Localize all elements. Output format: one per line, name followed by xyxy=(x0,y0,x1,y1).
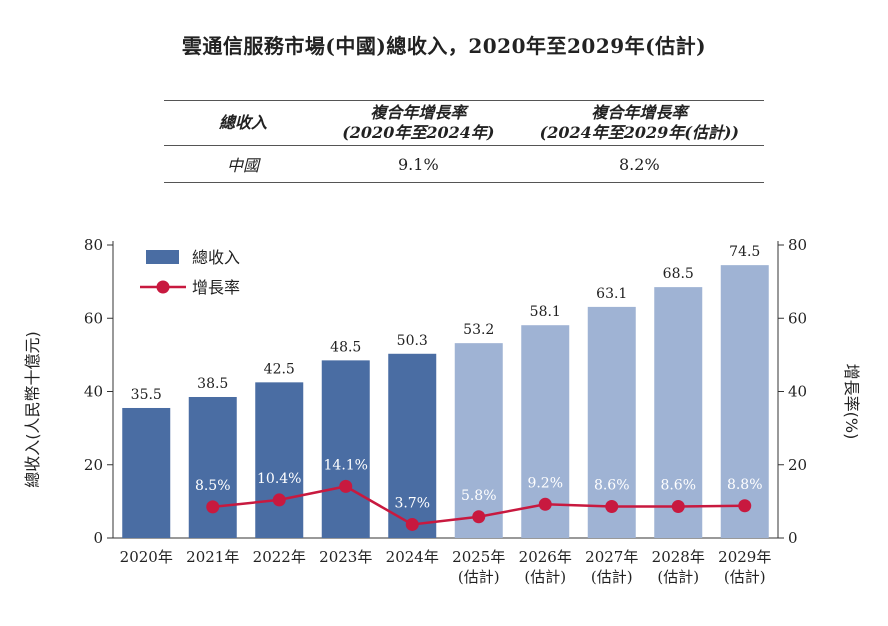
right-y-tick-label: 40 xyxy=(788,383,807,401)
x-tick-label: (估計) xyxy=(458,568,500,586)
revenue-value-label: 63.1 xyxy=(596,286,627,302)
cagr-row: 中國 9.1% 8.2% xyxy=(164,145,764,183)
right-y-tick-label: 0 xyxy=(788,529,798,547)
revenue-bar xyxy=(122,407,171,538)
growth-rate-point xyxy=(405,517,419,531)
growth-rate-point xyxy=(272,493,286,507)
revenue-value-label: 38.5 xyxy=(197,376,228,392)
right-y-tick-label: 20 xyxy=(788,456,807,474)
revenue-value-label: 35.5 xyxy=(131,387,162,403)
revenue-bar xyxy=(388,353,437,538)
growth-rate-point xyxy=(339,479,353,493)
growth-rate-label: 8.6% xyxy=(660,478,696,494)
growth-rate-point xyxy=(671,500,685,514)
x-tick-label: 2028年 xyxy=(652,548,705,566)
x-tick-label: (估計) xyxy=(724,568,766,586)
left-y-tick-label: 60 xyxy=(84,309,103,327)
x-tick-label: 2029年 xyxy=(718,548,771,566)
cagr-header-2024-2029: 複合年增長率 (2024年至2029年(估計)) xyxy=(514,100,764,146)
growth-rate-label: 8.5% xyxy=(195,478,231,494)
x-tick-label: 2021年 xyxy=(186,548,239,566)
right-y-tick-label: 60 xyxy=(788,309,807,327)
revenue-value-label: 53.2 xyxy=(463,322,494,338)
x-tick-label: 2023年 xyxy=(319,548,372,566)
x-tick-label: 2027年 xyxy=(585,548,638,566)
x-tick-label: (估計) xyxy=(524,568,566,586)
growth-rate-point xyxy=(538,497,552,511)
revenue-value-label: 50.3 xyxy=(397,333,428,349)
revenue-bar xyxy=(321,360,370,538)
legend-revenue-swatch xyxy=(146,250,179,264)
cagr-value-2024-2029: 8.2% xyxy=(514,145,764,183)
cagr-row-label: 中國 xyxy=(164,145,322,183)
left-y-tick-label: 40 xyxy=(84,383,103,401)
x-tick-label: 2025年 xyxy=(452,548,505,566)
growth-rate-point xyxy=(605,500,619,514)
chart-title: 雲通信服務市場(中國)總收入，2020年至2029年(估計) xyxy=(181,34,707,58)
growth-rate-point xyxy=(472,510,486,524)
x-tick-label: 2026年 xyxy=(519,548,572,566)
revenue-bar xyxy=(188,396,237,538)
revenue-bar xyxy=(255,382,304,538)
growth-rate-label: 8.8% xyxy=(727,477,763,493)
left-y-tick-label: 0 xyxy=(93,529,103,547)
growth-rate-label: 3.7% xyxy=(394,495,430,511)
growth-rate-label: 8.6% xyxy=(594,478,630,494)
x-tick-label: 2024年 xyxy=(386,548,439,566)
x-tick-label: (估計) xyxy=(591,568,633,586)
left-y-axis-title: 總收入(人民幣十億元) xyxy=(23,331,42,488)
growth-rate-point xyxy=(738,499,752,513)
cagr-value-2020-2024: 9.1% xyxy=(322,145,515,183)
revenue-value-label: 48.5 xyxy=(330,339,361,355)
growth-rate-label: 10.4% xyxy=(257,471,301,487)
left-y-tick-label: 20 xyxy=(84,456,103,474)
growth-rate-label: 5.8% xyxy=(461,488,497,504)
x-tick-label: 2022年 xyxy=(253,548,306,566)
cagr-header-2020-2024: 複合年增長率 (2020年至2024年) xyxy=(322,100,515,146)
growth-rate-label: 9.2% xyxy=(527,475,563,491)
revenue-bar xyxy=(654,287,703,538)
revenue-value-label: 58.1 xyxy=(530,304,561,320)
revenue-bar xyxy=(720,265,769,538)
cagr-header-label: 總收入 xyxy=(164,100,322,146)
x-tick-label: 2020年 xyxy=(120,548,173,566)
left-y-tick-label: 80 xyxy=(84,236,103,254)
x-tick-label: (估計) xyxy=(657,568,699,586)
right-y-tick-label: 80 xyxy=(788,236,807,254)
legend-growth-label: 增長率 xyxy=(192,278,240,297)
revenue-value-label: 68.5 xyxy=(663,266,694,282)
legend-growth-marker xyxy=(156,280,170,294)
revenue-bar xyxy=(454,343,503,538)
right-y-axis-title: 增長率(%) xyxy=(842,364,861,440)
growth-rate-label: 14.1% xyxy=(324,457,368,473)
revenue-value-label: 42.5 xyxy=(264,361,295,377)
revenue-value-label: 74.5 xyxy=(729,244,760,260)
legend-revenue-label: 總收入 xyxy=(192,248,240,267)
revenue-bar xyxy=(587,306,636,538)
cagr-table: 總收入 複合年增長率 (2020年至2024年) 複合年增長率 (2024年至2… xyxy=(164,100,764,183)
growth-rate-point xyxy=(206,500,220,514)
